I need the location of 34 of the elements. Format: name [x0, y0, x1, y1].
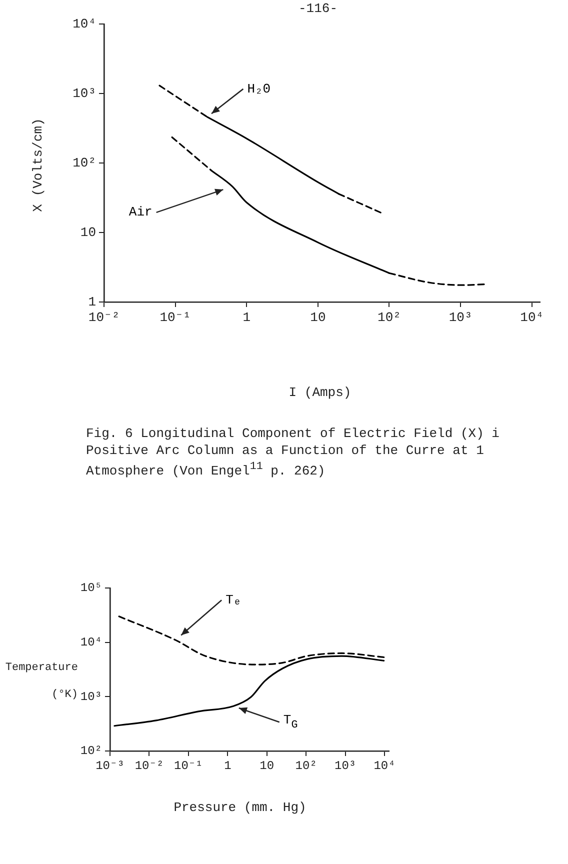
x-tick-label: 10⁻¹: [174, 759, 203, 774]
x-tick-label: 1: [242, 310, 251, 325]
text: Tₑ: [226, 592, 242, 608]
x-tick-label: 10³: [334, 759, 356, 774]
x-tick-label: 10: [260, 759, 274, 774]
y-tick-label: 10²: [72, 155, 96, 170]
text: Temperature (°K): [5, 662, 78, 701]
text: -116-: [298, 1, 338, 16]
text: Air: [128, 204, 152, 220]
y-tick-label: 10⁴: [72, 16, 96, 32]
x-tick-label: 10³: [448, 310, 472, 325]
x-tick-label: 10⁻²: [88, 310, 120, 325]
y-tick-label: 10⁵: [80, 581, 102, 596]
text: H₂0: [247, 81, 271, 96]
x-tick-label: 10²: [295, 759, 317, 774]
x-tick-label: 10⁴: [520, 310, 544, 325]
y-tick-label: 10: [80, 224, 96, 240]
x-axis-title: Pressure (mm. Hg): [174, 800, 306, 815]
caption: Fig. 6 Longitudinal Component of Electric Field (X) i Positive Arc Column as a Function of the Curre at 1 Atmosphere (Von Engel$^{11}$ p. 262): [86, 425, 500, 480]
x-tick-label: 10²: [378, 310, 401, 325]
x-tick-label: 10⁻³: [96, 759, 124, 774]
y-tick-label: 1: [88, 294, 96, 310]
x-tick-label: 10⁴: [374, 759, 396, 774]
x-tick-label: 10: [310, 310, 326, 325]
y-tick-label: 10²: [80, 744, 102, 758]
text: T$_{G}$: [283, 712, 298, 732]
x-tick-label: 10⁻²: [134, 759, 164, 774]
y-tick-label: 10⁴: [80, 636, 102, 650]
x-tick-label: 1: [224, 759, 232, 774]
x-tick-label: 10⁻¹: [160, 310, 191, 325]
x-axis-title: I (Amps): [288, 385, 352, 400]
y-tick-label: 10³: [80, 690, 102, 704]
y-tick-label: 10³: [72, 86, 96, 101]
y-axis-title: X (Volts/cm): [30, 118, 46, 212]
